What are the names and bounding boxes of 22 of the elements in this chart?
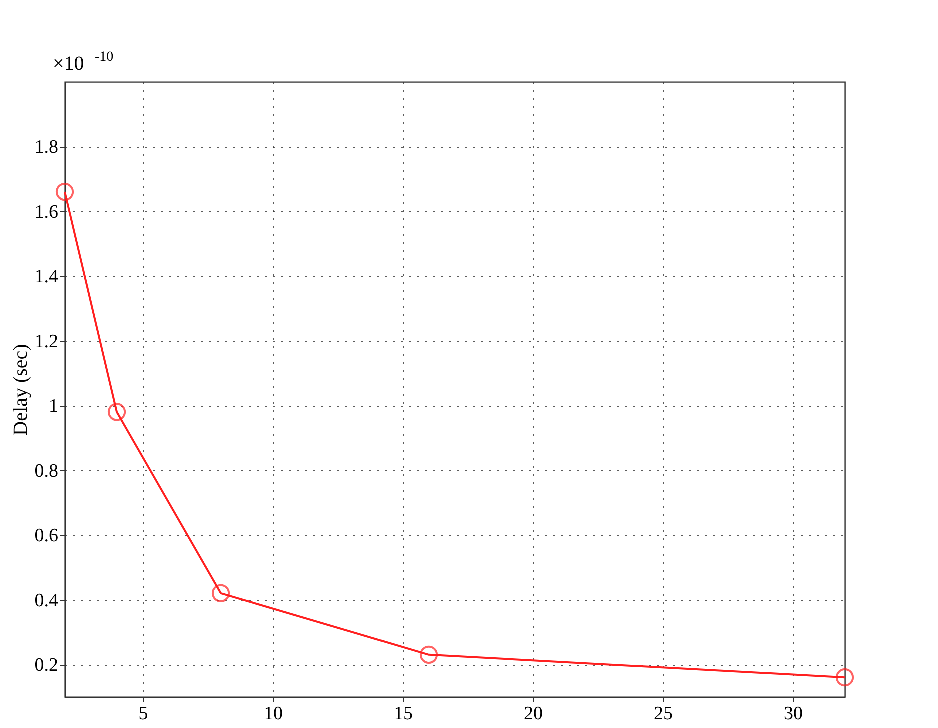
- point: [108, 403, 126, 422]
- text: ×10-10: [53, 50, 114, 75]
- point: [212, 584, 230, 602]
- point: [836, 668, 854, 687]
- y-tick-label: 0.6: [34, 526, 58, 547]
- y-tick-label: 0.2: [34, 655, 58, 676]
- y-axis-title: Delay (sec): [10, 344, 32, 436]
- y-tick-label: 1.8: [34, 137, 58, 158]
- point: [420, 646, 438, 664]
- y-tick-label: 0.8: [34, 460, 58, 482]
- y-tick-label: 1.6: [34, 202, 58, 223]
- x-tick-label: 25: [654, 704, 673, 724]
- y-tick-label: 1.2: [34, 331, 58, 352]
- x-tick-label: 30: [784, 704, 803, 724]
- y-tick-label: 1: [49, 396, 58, 418]
- x-tick-label: 20: [524, 704, 543, 724]
- y-tick-label: 1.4: [34, 266, 59, 288]
- x-tick-label: 15: [394, 704, 413, 724]
- x-tick-label: 10: [264, 704, 283, 724]
- x-tick-label: 5: [138, 704, 148, 724]
- y-tick-label: 0.4: [34, 590, 59, 612]
- point: [56, 183, 74, 202]
